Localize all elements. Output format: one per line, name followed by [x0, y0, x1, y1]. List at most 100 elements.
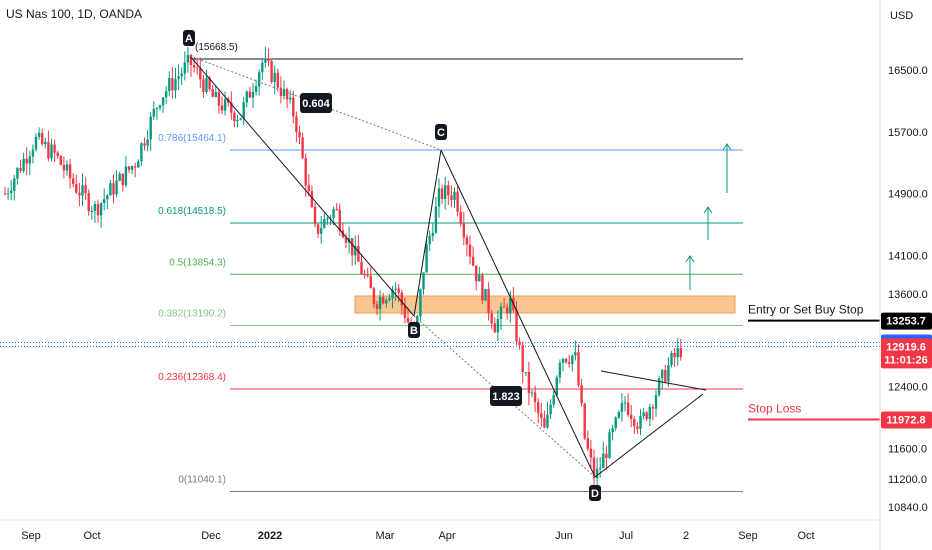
y-tick-label: 12400.0: [888, 382, 928, 394]
candle-body: [10, 190, 13, 194]
harmonic-pattern: [189, 55, 596, 478]
candle-body: [146, 139, 149, 146]
ratio-ac-label: 0.604: [302, 98, 330, 110]
candle-body: [320, 228, 323, 234]
candle-body: [419, 289, 422, 317]
candle-body: [87, 193, 90, 212]
point-a-label: A: [185, 33, 193, 45]
candle-body: [192, 65, 196, 68]
x-tick-label: 2022: [258, 530, 282, 542]
candle-body: [75, 184, 78, 193]
x-tick-label: Oct: [797, 530, 814, 542]
candle-body: [186, 54, 190, 63]
candle-body: [78, 192, 81, 196]
candle-body: [673, 352, 676, 358]
candle-body: [630, 414, 633, 419]
candle-body: [549, 404, 552, 415]
candle-body: [81, 185, 84, 196]
price-tag-countdown: 11:01:26: [884, 354, 927, 366]
y-tick-label: 14100.0: [888, 250, 928, 262]
x-tick-label: Jul: [619, 530, 633, 542]
candle-body: [28, 156, 31, 164]
candle-body: [385, 300, 388, 304]
candle-body: [623, 402, 627, 404]
candle-body: [109, 183, 112, 196]
candle-body: [444, 185, 447, 199]
price-tag: [881, 411, 932, 429]
candle-body: [72, 178, 75, 185]
ratio-bd-label: 1.823: [492, 391, 520, 403]
candle-body: [171, 78, 174, 91]
point-b-label: B: [410, 325, 418, 337]
fib-level-label: 0.618(14518.5): [158, 206, 226, 217]
candle-body: [388, 298, 391, 301]
candle-body: [437, 188, 441, 207]
ratio-bd-label-bg: [490, 386, 522, 406]
candle-body: [230, 102, 233, 113]
candle-body: [462, 223, 465, 238]
target-arrow-head: [703, 206, 713, 214]
candle-body: [403, 305, 407, 318]
candle-body: [99, 203, 103, 216]
candle-body: [471, 256, 475, 266]
candle-body: [155, 107, 159, 109]
candle-body: [366, 274, 369, 276]
candle-body: [270, 61, 273, 82]
candle-body: [62, 164, 66, 171]
candle-body: [378, 297, 382, 309]
candle-body: [540, 413, 543, 418]
candle-body: [295, 116, 298, 132]
candle-body: [174, 79, 177, 91]
candle-body: [577, 352, 580, 386]
candle-body: [648, 407, 651, 419]
entry-label: Entry or Set Buy Stop: [748, 303, 864, 317]
candle-body: [214, 92, 217, 97]
candle-body: [90, 210, 93, 212]
candle-body: [428, 236, 431, 245]
candle-body: [369, 275, 372, 289]
x-tick-label: Sep: [738, 530, 758, 542]
candle-body: [199, 68, 202, 80]
candle-body: [112, 183, 115, 195]
candle-body: [459, 211, 462, 224]
candle-body: [589, 448, 593, 458]
candle-body: [580, 385, 583, 404]
candle-body: [391, 289, 394, 299]
point-d-label-bg: [589, 485, 601, 501]
leg-cd: [440, 149, 596, 478]
candle-body: [248, 91, 252, 98]
candle-body: [475, 265, 478, 282]
candle-body: [530, 392, 534, 394]
candle-body: [527, 371, 531, 394]
candle-body: [608, 432, 611, 458]
candle-body: [292, 97, 295, 117]
candle-body: [279, 87, 283, 96]
candle-body: [273, 72, 276, 82]
candle-body: [561, 358, 565, 363]
candle-body: [115, 180, 118, 195]
price-tag: [881, 338, 932, 369]
candle-body: [515, 309, 518, 342]
fib-level-label: 0(11040.1): [178, 475, 226, 486]
candle-body: [620, 403, 624, 412]
candle-body: [574, 352, 577, 356]
candle-body: [31, 149, 35, 157]
candle-body: [313, 206, 317, 225]
candle-body: [276, 72, 279, 88]
candle-body: [546, 414, 549, 428]
candle-body: [19, 168, 22, 171]
candle-body: [254, 86, 258, 92]
candle-body: [41, 132, 44, 145]
resistance-zone: [354, 295, 736, 314]
candle-body: [149, 116, 152, 140]
candle-body: [406, 317, 410, 323]
leg-bc: [413, 149, 442, 317]
price-tag-value: 13253.7: [886, 316, 926, 328]
candle-body: [22, 158, 25, 171]
candle-body: [360, 261, 363, 275]
candle-body: [304, 158, 307, 186]
candle-body: [599, 467, 602, 469]
candle-body: [642, 412, 645, 417]
candle-body: [180, 73, 183, 77]
